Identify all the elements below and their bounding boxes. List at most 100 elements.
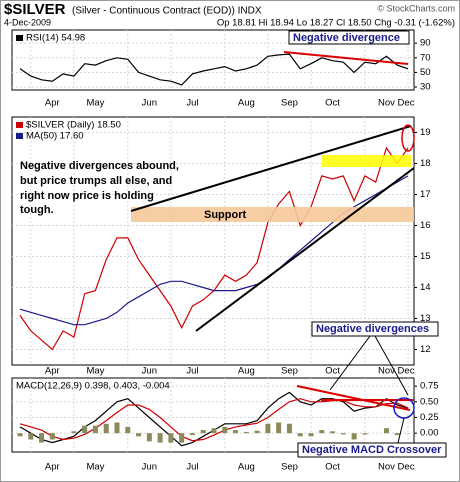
- histogram-bar: [39, 433, 45, 443]
- crossover-note: Negative MACD Crossover: [302, 444, 442, 456]
- histogram-bar: [276, 422, 282, 434]
- histogram-bar: [114, 422, 120, 434]
- y-tick-label: 30: [420, 82, 431, 93]
- histogram-bar: [233, 430, 239, 434]
- histogram-bar: [49, 433, 55, 440]
- y-tick-label: 14: [420, 282, 431, 293]
- legend-swatch: [16, 122, 23, 128]
- upper-trendline: [130, 125, 412, 212]
- x-tick-label: Jun: [142, 366, 157, 377]
- macd-note: Negative divergences: [316, 323, 429, 335]
- y-tick-label: 19: [420, 127, 431, 138]
- histogram-bar: [243, 431, 249, 434]
- y-tick-label: 90: [420, 38, 431, 49]
- x-tick-label: Aug: [238, 98, 255, 109]
- legend-label: MA(50) 17.60: [26, 131, 84, 142]
- x-tick-label: Oct: [325, 462, 340, 473]
- rsi-note: Negative divergence: [293, 32, 400, 44]
- x-tick-label: Apr: [45, 462, 60, 473]
- y-tick-label: 17: [420, 189, 431, 200]
- highlight: [401, 124, 415, 152]
- histogram-bar: [189, 433, 195, 436]
- x-tick-label: Jun: [142, 462, 157, 473]
- legend-label: $SILVER (Daily) 18.50: [26, 120, 121, 131]
- histogram-bar: [265, 423, 271, 434]
- histogram-bar: [168, 433, 174, 443]
- symbol: $SILVER: [4, 1, 66, 18]
- x-tick-label: Sep: [281, 98, 298, 109]
- histogram-bar: [211, 428, 217, 434]
- y-tick-label: 0.25: [420, 412, 439, 423]
- histogram-bar: [297, 433, 303, 437]
- histogram-bar: [17, 433, 23, 437]
- histogram-bar: [222, 426, 228, 434]
- histogram-bar: [286, 423, 292, 434]
- x-tick-label: Apr: [45, 366, 60, 377]
- x-tick-label: Nov: [378, 366, 395, 377]
- y-tick-label: 16: [420, 220, 431, 231]
- histogram-bar: [146, 433, 152, 442]
- histogram-bar: [330, 431, 336, 434]
- y-tick-label: 0.75: [420, 381, 439, 392]
- price-note: tough.: [20, 204, 54, 216]
- x-tick-label: May: [86, 462, 104, 473]
- histogram-bar: [394, 433, 400, 436]
- support-label: Support: [204, 209, 246, 221]
- y-tick-label: 12: [420, 344, 431, 355]
- date: 4-Dec-2009: [4, 17, 51, 27]
- support-band: [131, 207, 414, 222]
- histogram-bar: [179, 433, 185, 443]
- x-tick-label: Nov: [378, 462, 395, 473]
- legend-swatch: [16, 133, 23, 139]
- lower-trendline: [195, 167, 415, 332]
- histogram-bar: [340, 433, 346, 435]
- histogram-bar: [254, 430, 260, 434]
- y-tick-label: 0.00: [420, 428, 439, 439]
- x-tick-label: Jun: [142, 98, 157, 109]
- y-tick-label: 0.50: [420, 396, 439, 407]
- note-box: [288, 30, 410, 45]
- x-tick-label: Aug: [238, 462, 255, 473]
- x-tick-label: Dec: [398, 462, 415, 473]
- credit: © StockCharts.com: [377, 3, 455, 13]
- macd-trendline: [296, 385, 411, 411]
- price-note: right now price is holding: [20, 190, 154, 202]
- x-tick-label: Aug: [238, 366, 255, 377]
- histogram-bar: [157, 433, 163, 443]
- y-tick-label: 50: [420, 67, 431, 78]
- quote: Op 18.81 Hi 18.94 Lo 18.27 Cl 18.50 Chg …: [217, 18, 455, 29]
- histogram-bar: [28, 433, 34, 440]
- y-tick-label: 18: [420, 158, 431, 169]
- histogram-bar: [82, 425, 88, 434]
- histogram-bar: [319, 430, 325, 434]
- pointer: [397, 417, 405, 444]
- series-line: [19, 53, 409, 86]
- x-tick-label: Dec: [398, 98, 415, 109]
- resistance-band: [322, 155, 411, 167]
- pointer: [374, 335, 409, 396]
- histogram-bar: [71, 431, 77, 434]
- panel-title: MACD(12,26,9) 0.398, 0.403, -0.004: [16, 381, 170, 392]
- x-tick-label: Oct: [325, 366, 340, 377]
- price-note: but price trumps all else, and: [20, 175, 172, 187]
- x-tick-label: May: [86, 366, 104, 377]
- histogram-bar: [351, 433, 357, 440]
- panel-frame: [11, 377, 415, 453]
- x-tick-label: Sep: [281, 462, 298, 473]
- histogram-bar: [92, 425, 98, 434]
- x-tick-label: Jul: [186, 98, 198, 109]
- histogram-bar: [308, 433, 314, 437]
- legend-swatch: [16, 35, 23, 41]
- histogram-bar: [125, 426, 131, 434]
- x-tick-label: Sep: [281, 366, 298, 377]
- histogram-bar: [103, 423, 109, 434]
- x-tick-label: Apr: [45, 98, 60, 109]
- y-tick-label: 15: [420, 251, 431, 262]
- histogram-bar: [383, 428, 389, 434]
- description: (Silver - Continuous Contract (EOD)) IND…: [72, 6, 262, 17]
- histogram-bar: [200, 430, 206, 434]
- histogram-bar: [362, 433, 368, 435]
- histogram-bar: [136, 433, 142, 437]
- note-box: [297, 442, 447, 458]
